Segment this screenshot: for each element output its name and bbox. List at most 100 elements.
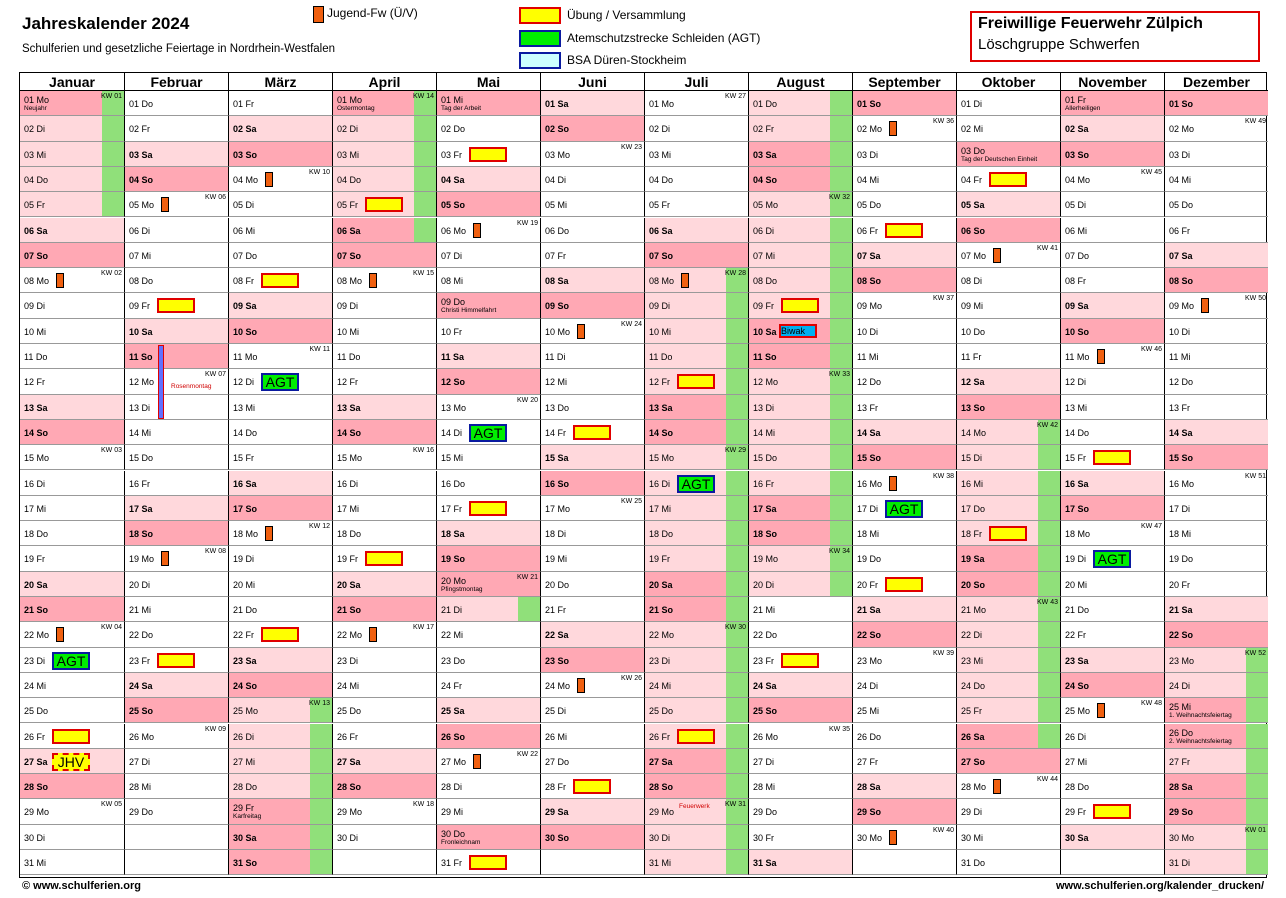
day-cell[interactable]: 09 Do Christi Himmelfahrt (436, 293, 540, 319)
day-cell[interactable]: 21 Mi (748, 597, 852, 623)
day-cell[interactable]: 17 So (228, 495, 332, 522)
day-cell[interactable]: 20 Di (124, 571, 228, 597)
day-cell[interactable] (1060, 850, 1164, 876)
day-cell[interactable]: 07 Do (228, 242, 332, 269)
day-cell[interactable]: 22 Mo KW 17 (332, 622, 436, 648)
day-cell[interactable]: 26 Sa (956, 723, 1060, 749)
day-cell[interactable]: 22 Mi (436, 622, 540, 648)
day-cell[interactable]: 06 Sa (332, 217, 436, 243)
day-cell[interactable]: 10 Do (956, 318, 1060, 344)
day-cell[interactable]: 23 Fr (748, 647, 852, 673)
day-cell[interactable]: 31 Mi (20, 850, 124, 876)
day-cell[interactable]: 13 Fr (852, 394, 956, 420)
day-cell[interactable]: 20 Mo Pfingstmontag KW 21 (436, 571, 540, 597)
day-cell[interactable]: 23 Mo KW 39 (852, 647, 956, 673)
day-cell[interactable]: 20 Sa (20, 571, 124, 597)
day-cell[interactable] (540, 850, 644, 876)
day-cell[interactable]: 24 Mi (20, 673, 124, 699)
day-cell[interactable]: 16 Mi (956, 470, 1060, 496)
day-cell[interactable]: 10 Mi (644, 318, 748, 344)
day-cell[interactable]: 27 Sa (644, 748, 748, 775)
day-cell[interactable]: 08 Do (124, 268, 228, 294)
day-cell[interactable]: 12 Fr (332, 369, 436, 395)
day-cell[interactable]: 12 Do (852, 369, 956, 395)
day-cell[interactable]: 12 Mo KW 33 (748, 369, 852, 395)
day-cell[interactable]: 21 Di (436, 597, 540, 623)
day-cell[interactable]: 07 Mi (748, 242, 852, 269)
day-cell[interactable]: 26 Di (228, 723, 332, 749)
day-cell[interactable]: 28 So (332, 774, 436, 800)
day-cell[interactable]: 14 So (20, 419, 124, 446)
day-cell[interactable]: 26 Fr (20, 724, 124, 749)
day-cell[interactable]: 02 Mi (956, 116, 1060, 142)
day-cell[interactable]: 16 So (540, 470, 644, 496)
day-cell[interactable]: 06 Mi (228, 217, 332, 243)
day-cell[interactable]: 14 Mo KW 42 (956, 419, 1060, 446)
day-cell[interactable]: 30 Di (20, 825, 124, 850)
day-cell[interactable]: 06 Sa (20, 217, 124, 243)
day-cell[interactable]: 27 Sa (332, 748, 436, 775)
day-cell[interactable]: 24 Do (956, 672, 1060, 699)
day-cell[interactable]: 09 Sa (1060, 293, 1164, 319)
day-cell[interactable]: 22 So (1164, 622, 1268, 648)
day-cell[interactable]: 01 Mo Neujahr KW 01 (20, 91, 124, 117)
day-cell[interactable]: 18 Sa (436, 521, 540, 547)
day-cell[interactable]: 04 Mi (852, 166, 956, 193)
day-cell[interactable]: 04 Fr (956, 166, 1060, 193)
day-cell[interactable]: 28 Do (228, 774, 332, 800)
day-cell[interactable]: 07 Sa (1164, 242, 1268, 269)
day-cell[interactable]: 24 Mi (644, 672, 748, 699)
day-cell[interactable]: 02 Mo KW 36 (852, 116, 956, 142)
day-cell[interactable]: 02 Mo KW 49 (1164, 116, 1268, 142)
day-cell[interactable]: 06 Do (540, 217, 644, 243)
day-cell[interactable]: 04 Mi (1164, 166, 1268, 193)
day-cell[interactable]: 29 Di (956, 799, 1060, 825)
day-cell[interactable]: 18 Mo KW 47 (1060, 521, 1164, 547)
day-cell[interactable]: 01 Mi Tag der Arbeit (436, 91, 540, 117)
day-cell[interactable]: 18 Mo KW 12 (228, 521, 332, 547)
day-cell[interactable]: 22 Do (748, 622, 852, 648)
day-cell[interactable]: 30 Do Fronleichnam (436, 824, 540, 850)
day-cell[interactable]: 13 Sa (644, 394, 748, 420)
day-cell[interactable]: 12 So (436, 369, 540, 395)
day-cell[interactable]: 22 So (852, 622, 956, 648)
day-cell[interactable]: 28 Fr (540, 774, 644, 800)
day-cell[interactable]: 17 Sa (748, 495, 852, 522)
day-cell[interactable]: 23 So (540, 647, 644, 673)
day-cell[interactable]: 16 Fr (748, 470, 852, 496)
day-cell[interactable]: 19 Di AGT (1060, 546, 1164, 572)
day-cell[interactable]: 06 Di (124, 217, 228, 243)
day-cell[interactable]: 15 So (852, 445, 956, 471)
day-cell[interactable]: 10 Sa Biwak (748, 318, 852, 344)
day-cell[interactable]: 11 Mi (1164, 344, 1268, 370)
day-cell[interactable]: 16 Mo KW 51 (1164, 470, 1268, 496)
day-cell[interactable]: 14 So (332, 419, 436, 446)
day-cell[interactable]: 23 Di AGT (20, 648, 124, 673)
day-cell[interactable]: 27 Di (124, 748, 228, 775)
day-cell[interactable]: 05 Mi (540, 192, 644, 218)
day-cell[interactable]: 24 Mo KW 26 (540, 672, 644, 699)
day-cell[interactable]: 09 So (540, 293, 644, 319)
day-cell[interactable]: 06 Sa (644, 217, 748, 243)
day-cell[interactable]: 24 So (1060, 672, 1164, 699)
day-cell[interactable]: 30 Sa (228, 824, 332, 850)
day-cell[interactable]: 26 Mo KW 09 (124, 723, 228, 749)
day-cell[interactable]: 08 So (1164, 268, 1268, 294)
day-cell[interactable]: 07 Fr (540, 242, 644, 269)
day-cell[interactable]: 27 Mi (228, 748, 332, 775)
day-cell[interactable]: 31 Sa (748, 850, 852, 876)
day-cell[interactable]: 23 Di (644, 647, 748, 673)
day-cell[interactable]: 15 So (1164, 445, 1268, 471)
day-cell[interactable]: 25 Mi 1. Weihnachtsfeiertag (1164, 698, 1268, 724)
day-cell[interactable]: 04 So (748, 166, 852, 193)
day-cell[interactable]: 31 Fr (436, 850, 540, 876)
day-cell[interactable]: 01 Do (124, 91, 228, 117)
day-cell[interactable]: 25 So (124, 698, 228, 724)
day-cell[interactable]: 05 Sa (956, 192, 1060, 218)
day-cell[interactable]: 04 Do (644, 166, 748, 193)
day-cell[interactable]: 20 Do (540, 571, 644, 597)
day-cell[interactable]: 30 So (540, 824, 644, 850)
day-cell[interactable]: 06 Mo KW 19 (436, 217, 540, 243)
day-cell[interactable]: 26 Di (1060, 723, 1164, 749)
day-cell[interactable]: 27 Di (748, 748, 852, 775)
